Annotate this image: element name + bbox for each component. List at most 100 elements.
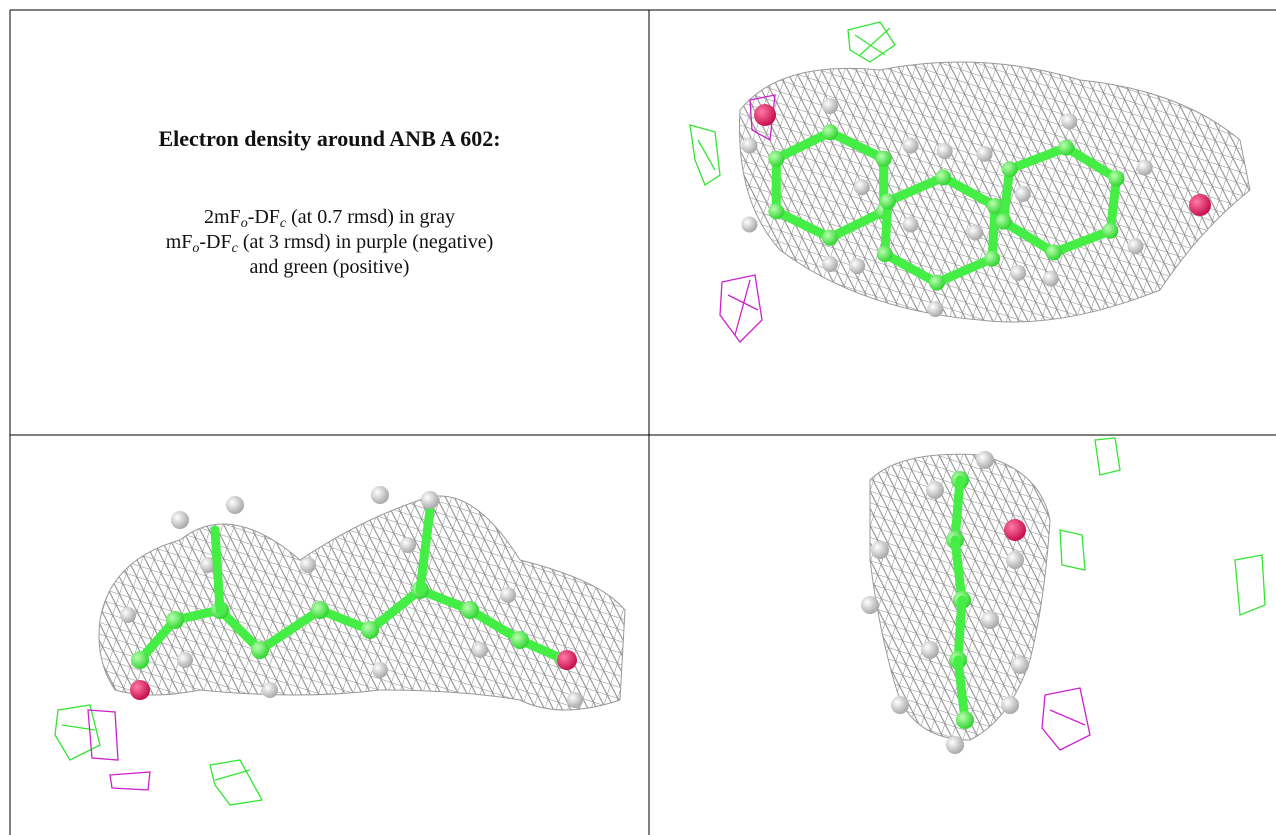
bond: [771, 206, 835, 243]
atom: [166, 611, 184, 629]
atom: [1127, 238, 1144, 255]
atom: [822, 229, 838, 246]
atom: [200, 557, 216, 573]
atom: [822, 124, 838, 141]
atom: [1011, 656, 1029, 674]
bond: [825, 206, 889, 243]
bond: [998, 217, 1059, 257]
atom: [1004, 519, 1026, 541]
atom: [967, 224, 984, 241]
legend-line: 2mFo-DFc (at 0.7 rmsd) in gray: [10, 205, 649, 231]
molecule-model: [120, 97, 1211, 754]
atom: [1010, 264, 1027, 281]
atom: [226, 496, 244, 514]
atom: [171, 511, 189, 529]
atom: [120, 607, 136, 623]
atom: [1045, 244, 1062, 261]
bond: [998, 164, 1015, 227]
atom: [926, 481, 944, 499]
atom: [976, 145, 993, 162]
density-images: [54, 21, 1266, 806]
atom: [928, 274, 945, 291]
text-part: 2mF: [204, 206, 241, 228]
atom: [472, 642, 488, 658]
mesh-positive: [54, 21, 1266, 806]
atom: [946, 736, 964, 754]
atom: [511, 631, 529, 649]
atom: [1042, 270, 1059, 287]
atom: [861, 596, 879, 614]
atom: [400, 537, 416, 553]
atom: [956, 711, 974, 729]
atom: [372, 662, 388, 678]
atom: [741, 137, 758, 154]
atom: [1058, 139, 1075, 156]
text-part: -DF: [199, 231, 232, 253]
atom: [1006, 551, 1024, 569]
bond: [950, 475, 965, 545]
atom: [902, 216, 919, 233]
bond: [1005, 143, 1071, 174]
atom: [976, 451, 994, 469]
atom: [557, 650, 577, 670]
atom: [1001, 696, 1019, 714]
mesh-2fofc: [739, 61, 1251, 323]
bond: [1049, 226, 1115, 257]
atom: [902, 137, 919, 154]
bond: [1105, 173, 1122, 236]
atom: [1102, 222, 1119, 239]
bond: [465, 605, 525, 645]
mesh-negative: [87, 94, 1091, 791]
bond: [932, 254, 997, 288]
table-grid: [9, 9, 1276, 835]
bond: [771, 127, 835, 164]
atom: [875, 150, 892, 167]
atom: [461, 601, 479, 619]
atom: [936, 143, 953, 160]
atom: [921, 641, 939, 659]
bond: [880, 196, 893, 259]
legend-line: and green (positive): [10, 255, 649, 280]
text-part: and green (positive): [249, 256, 410, 278]
bond: [415, 505, 435, 595]
bond: [365, 585, 425, 635]
atom: [995, 213, 1012, 230]
atom: [984, 250, 1001, 267]
atom: [822, 256, 838, 273]
atom: [311, 601, 329, 619]
text-part: (at 0.7 rmsd) in gray: [286, 206, 455, 228]
bond: [883, 172, 948, 206]
atom: [879, 193, 896, 210]
atom: [822, 97, 838, 114]
atom: [300, 557, 316, 573]
subscript: c: [231, 241, 238, 256]
atom: [421, 491, 439, 509]
subscript: c: [279, 216, 287, 231]
bond: [953, 595, 967, 665]
atom: [891, 696, 909, 714]
atom: [1001, 161, 1018, 178]
atom: [987, 197, 1004, 214]
atom: [871, 541, 889, 559]
atom: [251, 641, 269, 659]
atom: [567, 692, 583, 708]
bond: [825, 127, 889, 164]
atom: [849, 258, 866, 275]
bond: [255, 605, 325, 655]
bond: [987, 201, 1000, 264]
bond: [953, 655, 970, 725]
atom: [262, 682, 278, 698]
subscript: o: [192, 241, 200, 256]
atom: [741, 216, 758, 233]
atom: [500, 587, 516, 603]
atom: [768, 203, 785, 220]
atom: [1108, 170, 1125, 187]
atom: [876, 246, 893, 263]
atom: [361, 621, 379, 639]
text-part: mF: [165, 231, 193, 253]
atom: [371, 486, 389, 504]
bond: [210, 525, 225, 615]
atom: [927, 300, 944, 317]
